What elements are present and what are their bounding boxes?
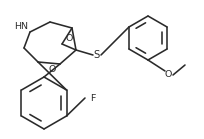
Text: O: O (65, 34, 72, 43)
Text: HN: HN (14, 22, 28, 31)
Text: S: S (94, 50, 100, 60)
Text: F: F (90, 94, 95, 102)
Text: O: O (49, 65, 56, 74)
Text: O: O (164, 70, 172, 79)
